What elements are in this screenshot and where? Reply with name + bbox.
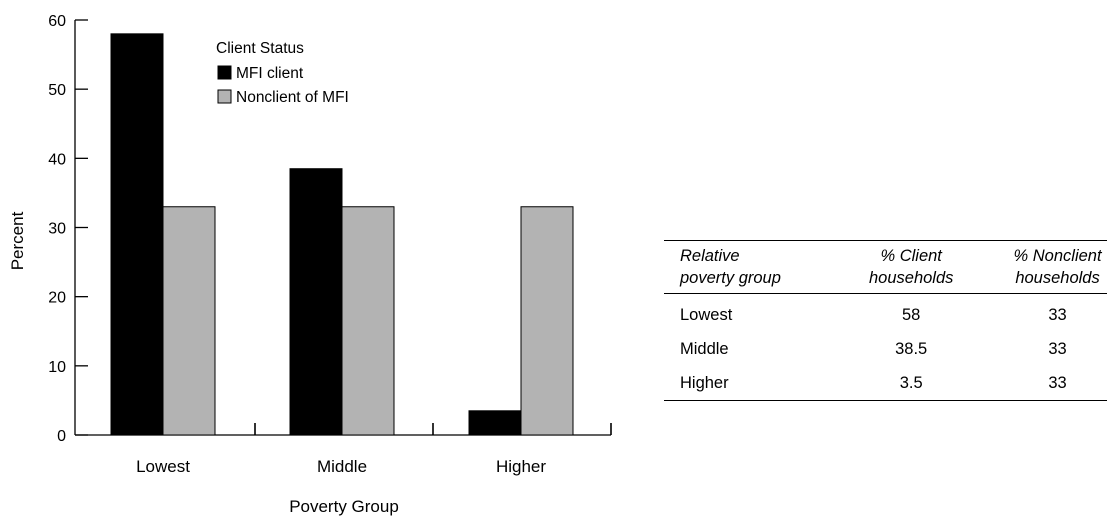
bar-mfi-client-lowest	[110, 33, 164, 436]
legend-swatch	[217, 65, 232, 80]
table-cell: 33	[1048, 305, 1067, 324]
table-cell: 3.5	[831, 366, 976, 401]
table-cell: 58	[902, 305, 921, 324]
table-header-cell: % Client households	[831, 241, 975, 294]
y-tick-label: 0	[57, 428, 66, 445]
bar-mfi-client-middle	[289, 168, 343, 436]
bar-nonclient-of-mfi-higher	[520, 206, 574, 436]
table-cell: Middle	[680, 339, 729, 358]
y-tick-label: 50	[48, 82, 66, 99]
y-axis-title: Percent	[8, 211, 27, 270]
bar-nonclient-of-mfi-lowest	[162, 206, 216, 436]
table-cell: Higher	[664, 366, 832, 401]
y-tick-label: 40	[48, 151, 66, 168]
table-header-cell: % Nonclient households	[975, 241, 1107, 294]
table-header-text: households	[868, 269, 954, 287]
table-header-row: Relative poverty group % Client households%…	[664, 240, 1107, 294]
category-label: Middle	[317, 457, 367, 476]
table-header-text: % Client	[880, 247, 942, 265]
table-header-text: households	[1015, 269, 1100, 287]
y-tick-label: 60	[48, 13, 66, 30]
legend-entry: MFI client	[236, 65, 304, 82]
table-row: Higher 3.5 33	[664, 366, 1107, 401]
y-tick-label: 20	[48, 290, 66, 307]
table-cell: Lowest	[680, 305, 733, 324]
bar-mfi-client-higher	[468, 410, 522, 436]
table-cell: 38.5	[895, 339, 928, 358]
bar-chart: 0 10 20 30 40 50 60 Lowest Middle Higher Client …	[8, 13, 612, 516]
category-label: Higher	[496, 457, 546, 476]
table-header-text: % Nonclient	[1013, 247, 1102, 265]
table-header-cell: Relative poverty group	[664, 241, 831, 294]
legend-swatch	[217, 89, 232, 104]
table-row: Middle 38.5 33	[664, 332, 1107, 366]
category-label: Lowest	[136, 457, 190, 476]
y-axis: 0 10 20 30 40 50 60	[48, 13, 88, 445]
table-cell: 33	[975, 366, 1107, 401]
x-axis-title: Poverty Group	[289, 497, 399, 516]
table-row: Lowest 58 33	[664, 294, 1107, 333]
table-body: Lowest 58 33 Middle 38.5 33 Higher 3.5 33	[664, 294, 1107, 401]
legend-title: Client Status	[216, 40, 304, 57]
legend: Client Status MFI client Nonclient of MFI	[216, 40, 349, 106]
bars: Lowest Middle Higher	[110, 33, 574, 476]
table-cell: 33	[1048, 339, 1067, 358]
legend-entry: Nonclient of MFI	[236, 89, 349, 106]
bar-nonclient-of-mfi-middle	[341, 206, 395, 436]
y-tick-label: 30	[48, 221, 66, 238]
data-table: Relative poverty group % Client households%…	[664, 240, 1107, 401]
table-header-text: Relative	[680, 247, 740, 265]
table-header-text: poverty group	[680, 269, 781, 287]
y-tick-label: 10	[48, 359, 66, 376]
